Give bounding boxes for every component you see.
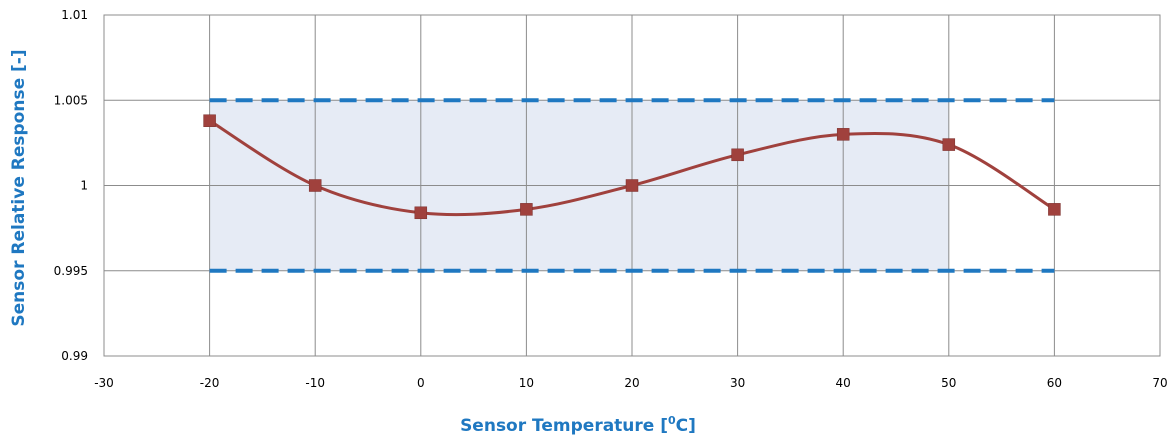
x-tick-label: -10 [305,376,325,390]
x-tick-label: 70 [1152,376,1167,390]
data-point-marker [731,148,744,162]
y-tick-label: 0.99 [61,349,88,363]
x-tick-label: 30 [730,376,745,390]
tolerance-lines-layer [209,98,1055,273]
x-axis-title: Sensor Temperature [0C] [460,414,696,436]
data-point-marker [414,206,428,220]
y-tick-label: 1.005 [54,93,88,107]
x-tick-label: 40 [836,376,851,390]
tick-label-layer: -30 -20 -10 0 10 20 30 40 50 60 70 0.99 0.995 1 1.005 1… [54,8,1168,390]
x-tick-label: -30 [94,376,114,390]
data-point-marker [1048,203,1061,216]
x-tick-label: 60 [1047,376,1062,390]
x-axis-title-main: Sensor Temperature [ [460,416,668,436]
x-tick-label: 20 [624,376,639,390]
y-axis-title: Sensor Relative Response [-] [9,49,29,326]
y-tick-label: 1 [80,179,88,193]
series-layer [203,114,1061,220]
data-point-marker [942,138,956,151]
data-point-marker [625,179,639,192]
x-tick-label: 50 [941,376,956,390]
data-point-marker [836,128,850,141]
plot-area-border [103,14,1161,357]
x-tick-label: -20 [200,376,220,390]
x-tick-label: 10 [519,376,534,390]
x-axis-title-superscript: 0 [668,414,676,427]
data-point-marker [520,203,533,216]
x-tick-label: 0 [417,376,425,390]
x-axis-title-suffix: C] [676,416,696,436]
y-tick-label: 0.995 [54,264,88,278]
data-point-marker [203,114,216,127]
y-tick-label: 1.01 [61,8,88,22]
data-point-marker [308,179,322,192]
